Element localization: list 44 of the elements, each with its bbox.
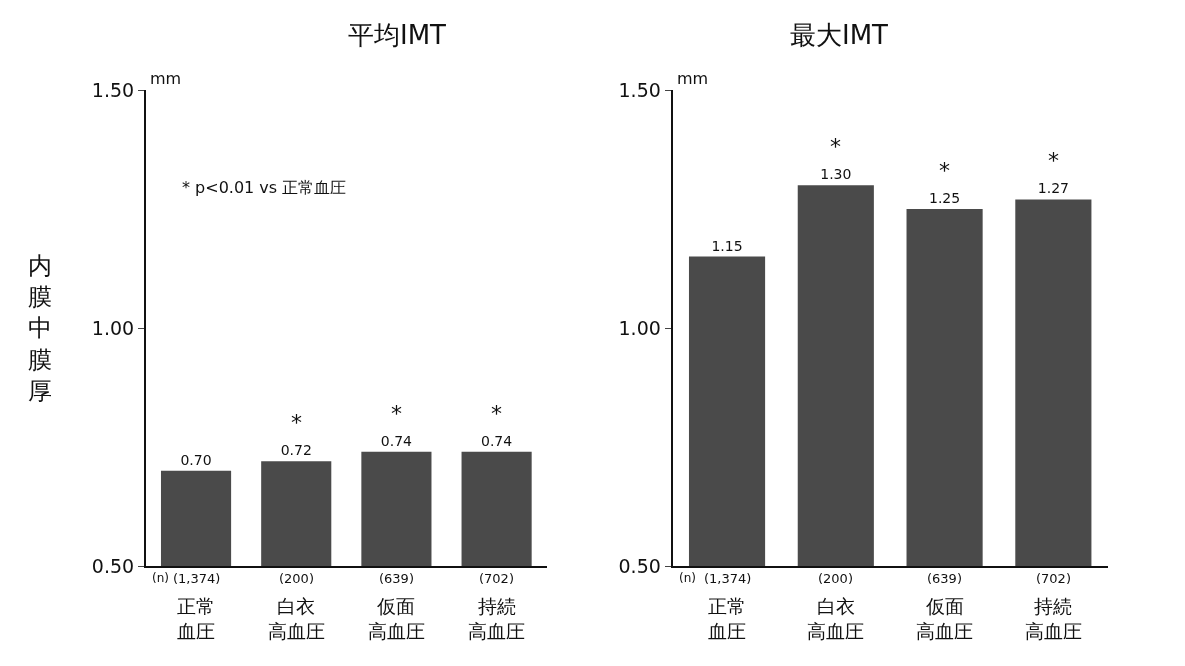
- y-tick-label: 0.50: [91, 554, 135, 577]
- text: mm: [150, 69, 182, 88]
- chart-title: 平均IMT: [348, 20, 447, 50]
- text: (200): [279, 571, 314, 586]
- x-tick-label: 持続高血圧: [468, 594, 526, 642]
- y-axis-title: 内膜中膜厚: [28, 252, 52, 405]
- x-tick-label: 白衣高血圧: [267, 594, 325, 642]
- data-label: 1.27: [1037, 180, 1069, 197]
- data-label: 1.25: [929, 190, 961, 206]
- text: (n): [152, 571, 169, 585]
- annotation: *: [1048, 148, 1059, 173]
- text: (702): [479, 571, 514, 586]
- y-tick-label: 0.50: [618, 554, 661, 577]
- text: (639): [379, 571, 414, 586]
- text: (1,374): [173, 571, 221, 586]
- x-tick-label: 持続高血圧: [1024, 594, 1082, 642]
- data-label: 1.30: [820, 166, 852, 183]
- annotation: *: [391, 401, 402, 426]
- y-tick-label: 1.50: [618, 78, 661, 101]
- data-label: 0.70: [180, 451, 212, 468]
- data-label: 1.15: [711, 237, 743, 254]
- text: (702): [1036, 571, 1071, 586]
- text: (200): [818, 571, 853, 586]
- y-tick-label: 1.00: [91, 316, 135, 339]
- annotation: *: [291, 410, 302, 435]
- text: (n): [679, 571, 696, 585]
- data-label: 0.74: [480, 432, 513, 449]
- text: mm: [677, 69, 709, 88]
- y-tick-label: 1.00: [618, 316, 661, 339]
- data-label: 0.72: [280, 442, 312, 459]
- text: (1,374): [704, 571, 752, 586]
- x-tick-label: 仮面高血圧: [916, 594, 974, 642]
- x-tick-label: 正常血圧: [177, 594, 216, 642]
- annotation: *: [939, 158, 950, 183]
- data-label: 0.74: [380, 432, 413, 449]
- annotation: *: [491, 401, 502, 426]
- x-tick-label: 正常血圧: [708, 594, 747, 642]
- x-tick-label: 白衣高血圧: [807, 594, 865, 642]
- y-tick-label: 1.50: [91, 78, 135, 101]
- annotation: *: [830, 134, 841, 159]
- chart-title: 最大IMT: [790, 20, 889, 50]
- text: (639): [927, 571, 962, 586]
- x-tick-label: 仮面高血圧: [367, 594, 425, 642]
- annotation: * p<0.01 vs 正常血圧: [182, 178, 347, 197]
